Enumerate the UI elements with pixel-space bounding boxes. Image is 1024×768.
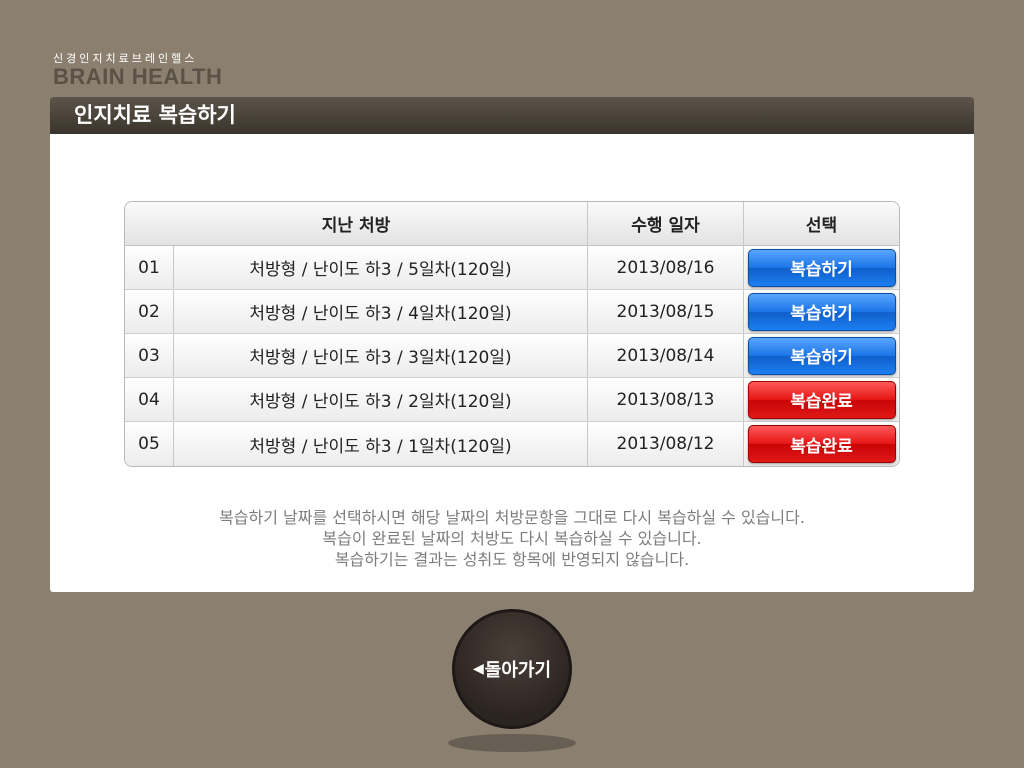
- row-description: 처방형 / 난이도 하3 / 2일차(120일): [174, 378, 588, 421]
- prescription-table: 지난 처방 수행 일자 선택 01 처방형 / 난이도 하3 / 5일차(120…: [124, 201, 900, 467]
- row-number: 01: [125, 246, 174, 289]
- notice-text: 복습하기 날짜를 선택하시면 해당 날짜의 처방문항을 그대로 다시 복습하실 …: [50, 507, 974, 570]
- table-row: 01 처방형 / 난이도 하3 / 5일차(120일) 2013/08/16 복…: [125, 246, 899, 290]
- row-date: 2013/08/13: [588, 378, 744, 421]
- table-row: 03 처방형 / 난이도 하3 / 3일차(120일) 2013/08/14 복…: [125, 334, 899, 378]
- row-description: 처방형 / 난이도 하3 / 3일차(120일): [174, 334, 588, 377]
- row-number: 03: [125, 334, 174, 377]
- row-number: 02: [125, 290, 174, 333]
- logo-subtitle: 신경인지치료브레인헬스: [53, 52, 198, 65]
- review-button[interactable]: 복습하기: [747, 336, 896, 375]
- back-button-label: 돌아가기: [484, 660, 552, 681]
- review-panel: 인지치료 복습하기 지난 처방 수행 일자 선택 01 처방형 / 난이도 하3…: [50, 97, 974, 592]
- row-number: 04: [125, 378, 174, 421]
- header-date: 수행 일자: [588, 202, 744, 245]
- logo-title: BRAIN HEALTH: [53, 64, 223, 89]
- header-prescription: 지난 처방: [125, 202, 588, 245]
- review-completed-button[interactable]: 복습완료: [747, 425, 896, 463]
- row-description: 처방형 / 난이도 하3 / 4일차(120일): [174, 290, 588, 333]
- back-button[interactable]: ◀ 돌아가기: [452, 609, 572, 729]
- review-completed-button[interactable]: 복습완료: [747, 380, 896, 419]
- back-arrow-icon: ◀: [472, 661, 484, 677]
- review-button[interactable]: 복습하기: [747, 292, 896, 331]
- row-description: 처방형 / 난이도 하3 / 5일차(120일): [174, 246, 588, 289]
- header-select: 선택: [805, 216, 838, 236]
- row-date: 2013/08/12: [588, 422, 744, 466]
- back-button-shadow: [448, 734, 576, 752]
- notice-line: 복습하기는 결과는 성취도 항목에 반영되지 않습니다.: [334, 550, 690, 569]
- table-row: 02 처방형 / 난이도 하3 / 4일차(120일) 2013/08/15 복…: [125, 290, 899, 334]
- notice-line: 복습이 완료된 날짜의 처방도 다시 복습하실 수 있습니다.: [322, 529, 702, 548]
- brand-logo: 신경인지치료브레인헬스 BRAIN HEALTH: [53, 52, 222, 89]
- table-header: 지난 처방 수행 일자 선택: [125, 202, 899, 246]
- notice-line: 복습하기 날짜를 선택하시면 해당 날짜의 처방문항을 그대로 다시 복습하실 …: [219, 508, 805, 527]
- row-number: 05: [125, 422, 174, 466]
- page-title: 인지치료 복습하기: [50, 97, 974, 134]
- table-row: 04 처방형 / 난이도 하3 / 2일차(120일) 2013/08/13 복…: [125, 378, 899, 422]
- row-date: 2013/08/15: [588, 290, 744, 333]
- table-row: 05 처방형 / 난이도 하3 / 1일차(120일) 2013/08/12 복…: [125, 422, 899, 466]
- row-date: 2013/08/14: [588, 334, 744, 377]
- review-button[interactable]: 복습하기: [747, 248, 896, 287]
- row-date: 2013/08/16: [588, 246, 744, 289]
- row-description: 처방형 / 난이도 하3 / 1일차(120일): [174, 422, 588, 466]
